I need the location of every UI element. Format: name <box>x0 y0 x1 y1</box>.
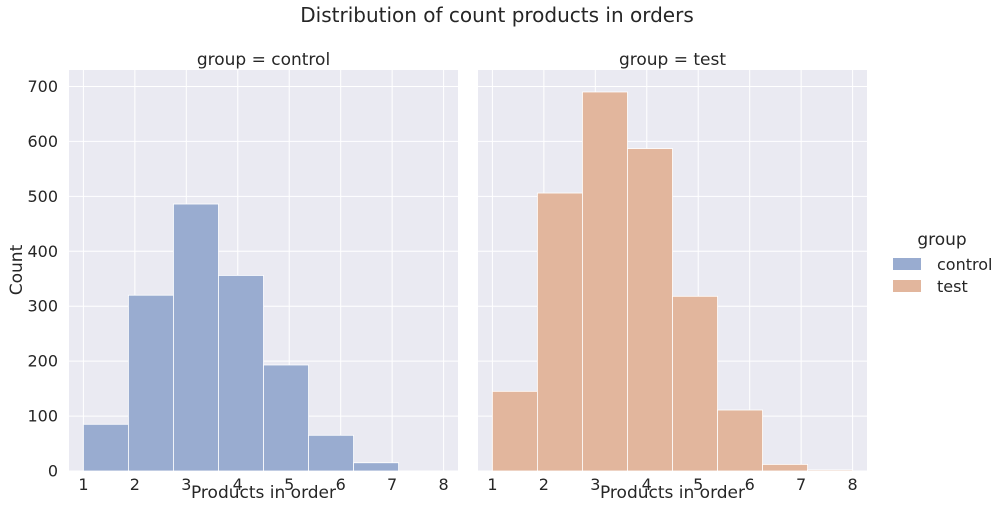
x-tick-label: 7 <box>796 475 806 494</box>
x-axis-label: Products in order <box>191 483 336 503</box>
x-tick-label: 7 <box>387 475 397 494</box>
histogram-bar <box>218 275 264 472</box>
x-tick-label: 2 <box>539 475 549 494</box>
bars <box>492 91 853 472</box>
histogram-bar <box>128 294 174 472</box>
x-tick-label: 8 <box>847 475 857 494</box>
y-tick-label: 500 <box>27 187 58 206</box>
y-tick-label: 700 <box>27 77 58 96</box>
y-tick-label: 0 <box>48 462 58 481</box>
y-tick-label: 300 <box>27 297 58 316</box>
x-axis-label: Products in order <box>600 483 745 503</box>
x-tick-label: 4 <box>642 475 652 494</box>
legend: group control test <box>893 230 992 296</box>
legend-swatch-control <box>893 258 921 270</box>
histogram-bar <box>173 203 219 472</box>
histogram-bar <box>627 148 673 472</box>
histogram-bar <box>263 364 309 472</box>
x-tick-label: 6 <box>745 475 755 494</box>
x-tick-label: 5 <box>284 475 294 494</box>
y-ticks: 0 100 200 300 400 500 600 700 <box>27 77 58 481</box>
panel-control: 1 2 3 4 5 6 7 8 group = control Products in ord… <box>69 50 458 503</box>
bars <box>83 203 399 472</box>
legend-title: group <box>917 230 966 250</box>
histogram-bar <box>717 409 763 472</box>
histogram-bar <box>353 462 399 472</box>
histogram-bar <box>537 192 583 472</box>
x-ticks: 1 2 3 4 5 6 7 8 <box>487 475 857 494</box>
panel-title: group = control <box>197 50 330 70</box>
legend-label-test: test <box>937 277 968 296</box>
histogram-bar <box>582 91 628 472</box>
x-tick-label: 4 <box>233 475 243 494</box>
histogram-bar <box>672 295 718 472</box>
histogram-bar <box>83 423 129 472</box>
panel-title: group = test <box>619 50 726 70</box>
histogram-bar <box>308 434 354 472</box>
x-tick-label: 1 <box>487 475 497 494</box>
y-tick-label: 100 <box>27 407 58 426</box>
panel-test: 1 2 3 4 5 6 7 8 group = test Products in order <box>478 50 867 503</box>
x-tick-label: 1 <box>78 475 88 494</box>
y-tick-label: 200 <box>27 352 58 371</box>
x-tick-label: 3 <box>181 475 191 494</box>
x-ticks: 1 2 3 4 5 6 7 8 <box>78 475 448 494</box>
y-axis-label: Count <box>7 244 27 295</box>
x-tick-label: 5 <box>693 475 703 494</box>
legend-swatch-test <box>893 280 921 292</box>
histogram-bar <box>807 469 853 472</box>
legend-label-control: control <box>937 255 992 274</box>
x-tick-label: 8 <box>438 475 448 494</box>
y-tick-label: 400 <box>27 242 58 261</box>
chart-title: Distribution of count products in orders <box>300 3 694 27</box>
histogram-bar <box>762 464 808 472</box>
x-tick-label: 2 <box>130 475 140 494</box>
histogram-bar <box>492 390 538 472</box>
x-tick-label: 3 <box>590 475 600 494</box>
y-tick-label: 600 <box>27 132 58 151</box>
x-tick-label: 6 <box>336 475 346 494</box>
